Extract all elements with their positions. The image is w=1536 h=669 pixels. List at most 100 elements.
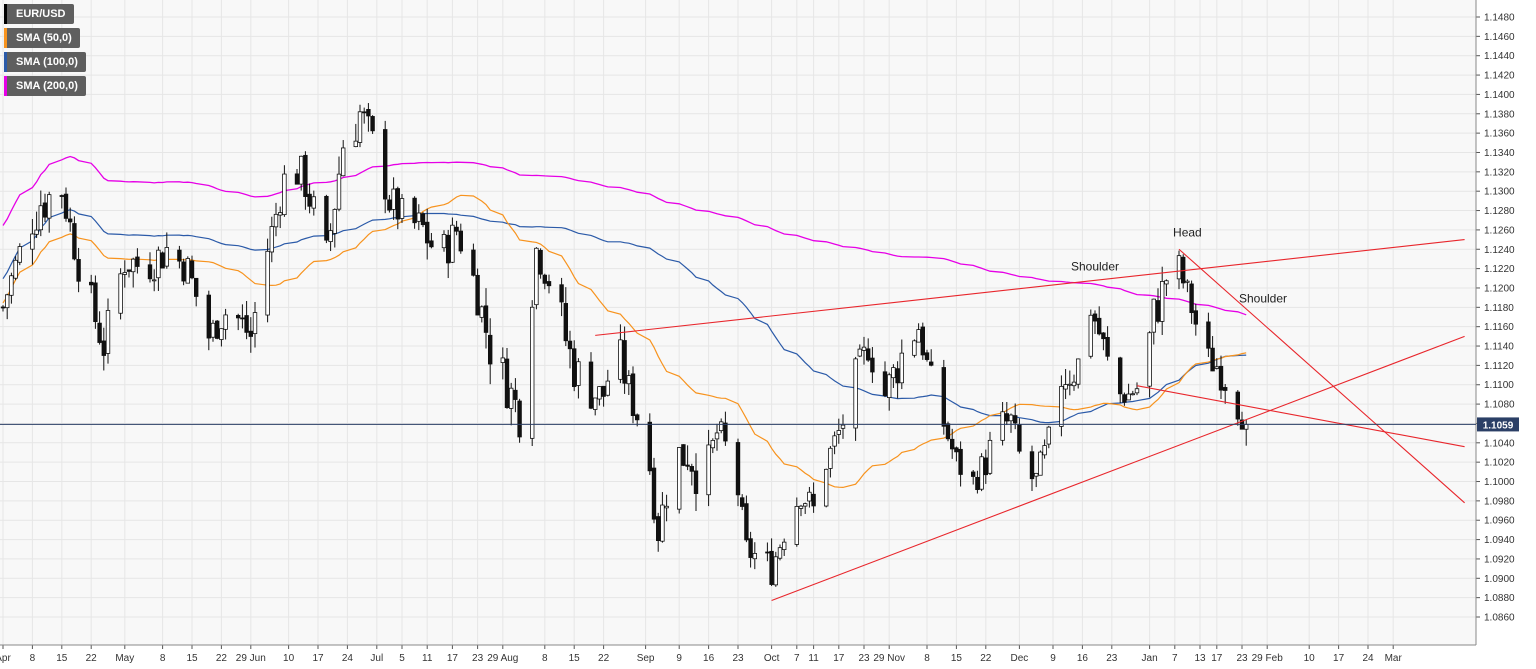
candle-body [723,422,728,442]
candle-body [151,279,157,282]
candle-body [803,503,808,507]
candle-body [366,109,371,117]
candle-body [593,397,598,410]
candle-body [429,240,434,248]
legend-item-eurusd[interactable]: EUR/USD [4,4,74,24]
candle-body [1059,386,1064,427]
y-tick-label: 1.1320 [1484,167,1515,178]
y-tick-label: 1.1240 [1484,245,1515,256]
x-tick-label: 23 [472,653,484,664]
candle-body [387,199,392,211]
candle-body [9,275,14,296]
x-tick-label: 5 [399,653,405,664]
candle-body [853,358,858,429]
candle-body [500,357,505,363]
candle-body [273,213,279,228]
candle-body [248,330,253,337]
x-tick-label: 16 [703,653,715,664]
x-tick-label: 7 [1172,653,1178,664]
x-tick-label: Oct [764,653,780,664]
candle-body [1126,393,1131,401]
candle-body [651,467,657,520]
candle-body [303,154,308,197]
candle-body [588,361,594,409]
x-tick-label: Sep [637,653,655,664]
y-tick-label: 1.1460 [1484,32,1515,43]
legend-item-sma-200[interactable]: SMA (200,0) [4,76,86,96]
candle-body [454,226,459,232]
candle-body [30,233,35,250]
y-tick-label: 1.1300 [1484,187,1515,198]
candle-body [840,424,846,429]
candle-body [1097,317,1102,335]
x-tick-label: 29 Nov [873,653,905,664]
candle-body [479,306,484,318]
candle-body [1164,280,1169,285]
candle-body [487,334,493,365]
candle-body [660,504,665,542]
legend-item-sma-50[interactable]: SMA (50,0) [4,28,80,48]
candle-body [324,195,329,241]
x-tick-label: 8 [30,653,36,664]
candle-body [328,230,333,243]
candle-body [538,249,543,275]
candle-body [277,212,283,216]
candle-body [42,202,48,218]
candle-body [240,317,245,320]
candle-body [1029,451,1035,480]
x-tick-label: 10 [283,653,295,664]
y-tick-label: 1.1280 [1484,206,1515,217]
candle-body [1134,388,1140,394]
candle-body [987,439,993,474]
x-tick-label: 17 [833,653,845,664]
y-tick-label: 1.1480 [1484,13,1515,24]
candle-body [773,556,778,586]
x-tick-label: 23 [732,653,744,664]
x-tick-label: 15 [186,653,198,664]
candle-body [1210,347,1215,372]
candle-body [693,470,699,494]
x-tick-label: 17 [447,653,459,664]
candle-body [1088,314,1093,357]
candle-body [357,111,363,143]
candle-body [861,346,867,351]
candle-body [1214,366,1219,369]
candle-body [1004,413,1009,422]
x-tick-label: Dec [1011,653,1029,664]
y-tick-label: 1.1160 [1484,322,1514,333]
x-tick-label: 23 [1106,653,1118,664]
candle-body [1042,445,1047,456]
candle-body [294,173,300,185]
candle-body [93,282,98,323]
candle-body [1193,310,1198,325]
candle-body [244,315,249,333]
candle-body [836,430,841,435]
candle-body [1092,313,1098,322]
candle-body [252,312,258,335]
candle-body [719,421,724,432]
candle-body [1008,414,1014,422]
candle-body [282,173,287,216]
x-tick-label: 22 [86,653,98,664]
y-tick-label: 1.1020 [1484,458,1515,469]
legend-swatch [4,76,7,96]
candle-body [782,541,787,551]
legend-item-sma-100[interactable]: SMA (100,0) [4,52,86,72]
x-tick-label: 8 [542,653,548,664]
candle-body [223,314,228,330]
x-tick-label: 13 [1194,653,1206,664]
candle-body [777,547,783,559]
candle-body [958,448,963,475]
legend-label: SMA (100,0) [16,56,78,68]
candle-body [471,249,476,276]
sma-200-line [2,155,1247,316]
candle-body [1151,298,1156,333]
x-tick-label: Jan [1142,653,1158,664]
candle-body [1185,280,1190,283]
candle-body [1071,381,1077,387]
candle-body [412,197,417,224]
candle-body [34,229,39,235]
x-tick-label: 8 [160,653,166,664]
candle-body [983,457,988,476]
